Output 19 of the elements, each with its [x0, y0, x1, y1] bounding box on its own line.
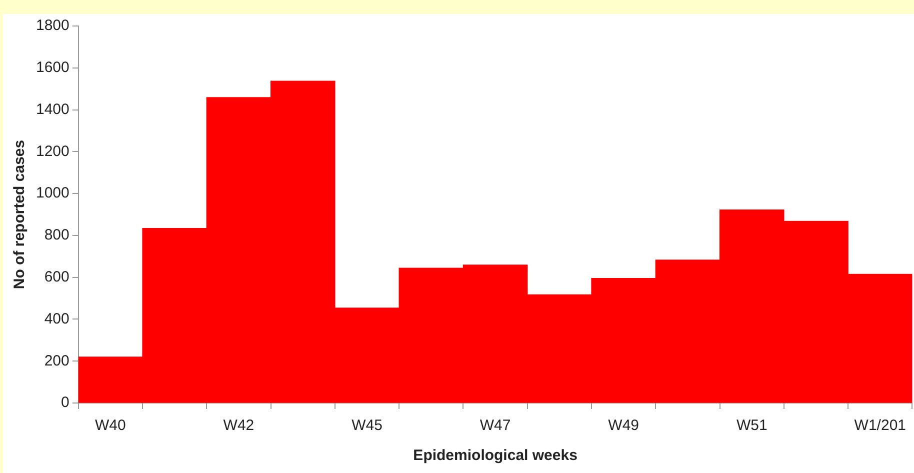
y-tick-label: 200 [44, 352, 70, 370]
x-tick-label: W47 [480, 417, 511, 434]
y-tick-label: 400 [44, 310, 70, 328]
y-tick-label: 1200 [36, 142, 70, 160]
x-tick-label: W40 [95, 417, 126, 434]
y-tick-label: 1800 [36, 17, 70, 34]
y-tick-label: 800 [44, 226, 70, 244]
x-tick-label: W45 [352, 417, 382, 434]
y-tick-label: 0 [61, 394, 70, 412]
x-tick-label: W49 [608, 417, 640, 434]
x-tick-label: W1/201 [854, 417, 906, 434]
y-tick-label: 600 [44, 268, 70, 286]
y-axis-title: No of reported cases [11, 140, 28, 290]
x-tick-label: W42 [223, 417, 254, 434]
x-axis-title: Epidemiological weeks [413, 447, 578, 464]
y-tick-label: 1000 [36, 184, 70, 202]
y-tick-label: 1600 [36, 59, 70, 76]
x-tick-label: W51 [736, 417, 768, 434]
y-tick-label: 1400 [36, 100, 70, 118]
